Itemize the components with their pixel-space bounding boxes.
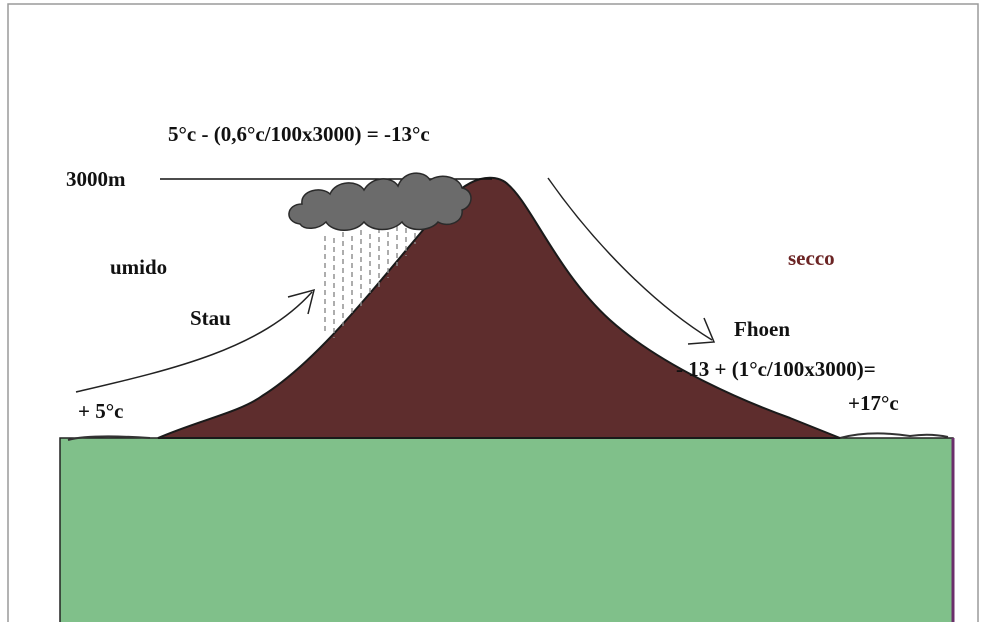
figure-border: [7, 3, 979, 627]
right-formula: - 13 + (1°c/100x3000)=: [676, 357, 876, 381]
ground-mound-right: [839, 432, 949, 439]
rain: [324, 224, 416, 338]
mountain: [157, 176, 841, 439]
left-temperature: + 5°c: [78, 399, 123, 423]
stau-arrow: [75, 288, 316, 393]
ground: [59, 437, 954, 627]
foehn-label: Fhoen: [734, 317, 790, 341]
right-result: +17°c: [848, 391, 899, 415]
humid-label: umido: [110, 255, 167, 279]
ground-mound-left: [67, 435, 151, 441]
foehn-arrow: [547, 177, 716, 345]
top-formula: 5°c - (0,6°c/100x3000) = -13°c: [168, 122, 430, 146]
dry-label: secco: [788, 246, 835, 270]
stau-label: Stau: [190, 306, 231, 330]
altitude-label: 3000m: [66, 167, 126, 191]
cloud-icon: [288, 172, 472, 231]
